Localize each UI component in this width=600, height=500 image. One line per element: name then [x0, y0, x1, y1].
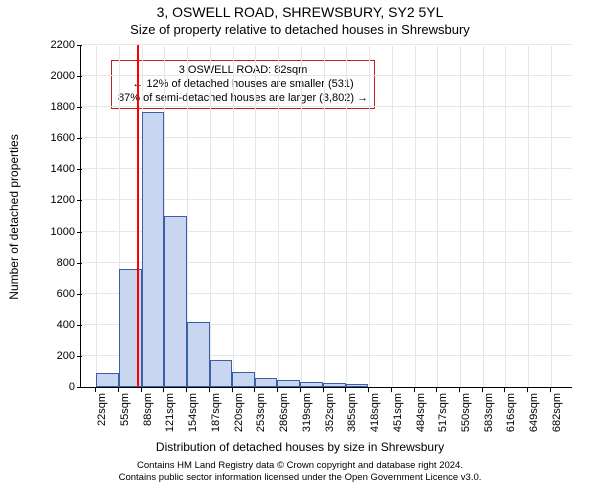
x-tick-label: 220sqm [233, 393, 245, 432]
x-tick-label: 385sqm [346, 393, 358, 432]
y-tick-label: 200 [57, 350, 81, 362]
y-tick-label: 400 [57, 319, 81, 331]
gridline-vertical [301, 46, 302, 387]
x-tick-label: 121sqm [164, 393, 176, 432]
y-tick-label: 1000 [51, 226, 81, 238]
gridline-vertical [392, 46, 393, 387]
gridline-horizontal [81, 44, 572, 45]
x-tick-label: 319sqm [301, 393, 313, 432]
annotation-box: 3 OSWELL ROAD: 82sqm ← 12% of detached h… [111, 60, 375, 109]
x-tick-label: 550sqm [460, 393, 472, 432]
gridline-vertical [324, 46, 325, 387]
x-tick-label: 55sqm [119, 393, 131, 426]
y-tick-label: 1200 [51, 194, 81, 206]
gridline-horizontal [81, 75, 572, 76]
x-tick-label: 451sqm [392, 393, 404, 432]
x-tick-label: 286sqm [278, 393, 290, 432]
gridline-vertical [255, 46, 256, 387]
chart-subtitle: Size of property relative to detached ho… [0, 22, 600, 37]
y-tick-label: 1400 [51, 163, 81, 175]
x-tick-label: 88sqm [142, 393, 154, 426]
x-tick-label: 649sqm [528, 393, 540, 432]
y-tick-label: 0 [69, 381, 81, 393]
gridline-vertical [369, 46, 370, 387]
chart-container: 3, OSWELL ROAD, SHREWSBURY, SY2 5YL Size… [0, 0, 600, 500]
gridline-vertical [437, 46, 438, 387]
histogram-bar [277, 380, 300, 387]
y-tick-label: 1800 [51, 101, 81, 113]
x-tick-label: 517sqm [437, 393, 449, 432]
x-tick-label: 682sqm [551, 393, 563, 432]
plot-area: 3 OSWELL ROAD: 82sqm ← 12% of detached h… [80, 46, 572, 388]
annot-line-3: 87% of semi-detached houses are larger (… [118, 92, 368, 106]
footer-line-1: Contains HM Land Registry data © Crown c… [0, 460, 600, 472]
x-tick-label: 484sqm [415, 393, 427, 432]
x-tick-label: 187sqm [210, 393, 222, 432]
gridline-horizontal [81, 106, 572, 107]
y-axis-label: Number of detached properties [7, 52, 21, 217]
x-tick-label: 253sqm [255, 393, 267, 432]
histogram-bar [346, 384, 369, 387]
x-tick-label: 154sqm [187, 393, 199, 432]
gridline-vertical [505, 46, 506, 387]
footer-line-2: Contains public sector information licen… [0, 472, 600, 484]
y-tick-label: 600 [57, 288, 81, 300]
histogram-bar [323, 383, 346, 387]
x-tick-label: 616sqm [505, 393, 517, 432]
gridline-vertical [346, 46, 347, 387]
histogram-bar [232, 372, 255, 387]
x-tick-label: 418sqm [369, 393, 381, 432]
histogram-bar [142, 112, 165, 387]
gridline-vertical [551, 46, 552, 387]
gridline-vertical [233, 46, 234, 387]
y-tick-label: 2000 [51, 70, 81, 82]
gridline-vertical [278, 46, 279, 387]
footer-attribution: Contains HM Land Registry data © Crown c… [0, 460, 600, 485]
x-tick-label: 352sqm [324, 393, 336, 432]
x-tick-label: 22sqm [96, 393, 108, 426]
gridline-vertical [210, 46, 211, 387]
histogram-bar [255, 378, 278, 387]
gridline-vertical [96, 46, 97, 387]
x-axis-label: Distribution of detached houses by size … [0, 440, 600, 454]
page-title: 3, OSWELL ROAD, SHREWSBURY, SY2 5YL [0, 4, 600, 20]
histogram-bar [300, 382, 323, 387]
histogram-bar [164, 216, 187, 387]
gridline-vertical [483, 46, 484, 387]
histogram-bar [96, 373, 119, 387]
y-tick-label: 800 [57, 257, 81, 269]
gridline-vertical [415, 46, 416, 387]
gridline-vertical [460, 46, 461, 387]
y-tick-label: 1600 [51, 132, 81, 144]
histogram-bar [210, 360, 232, 387]
y-tick-label: 2200 [51, 39, 81, 51]
highlight-line [137, 45, 139, 387]
gridline-vertical [528, 46, 529, 387]
x-tick-label: 583sqm [483, 393, 495, 432]
histogram-bar [187, 322, 210, 387]
annot-line-2: ← 12% of detached houses are smaller (53… [118, 78, 368, 92]
